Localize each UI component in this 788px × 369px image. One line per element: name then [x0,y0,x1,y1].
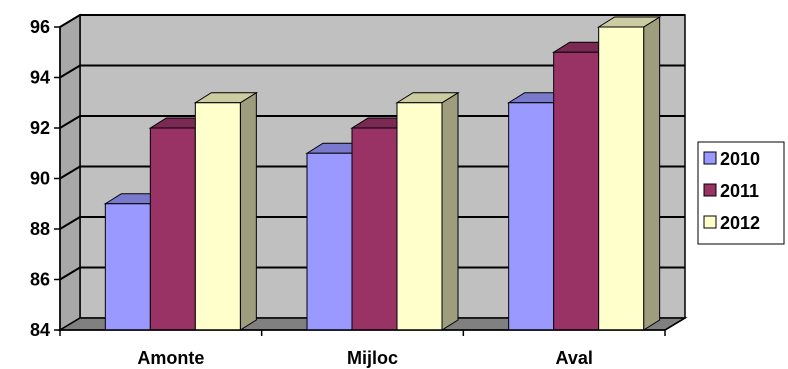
bar [395,91,460,331]
bar-front [306,152,353,331]
bar-front [194,102,241,331]
y-tick-label: 96 [30,17,50,37]
legend-label: 2010 [720,149,760,169]
y-axis: 84 86 88 90 92 94 96 [30,17,61,340]
gridline [59,64,685,79]
legend: 2010 2011 2012 [697,141,785,245]
bar-front [351,127,398,331]
bar-side [239,91,257,331]
bar [596,16,662,331]
legend-swatch [703,151,717,165]
x-tick-label: Aval [555,348,592,368]
legend-swatch [703,215,717,229]
x-axis: Amonte Mijloc Aval [59,317,686,368]
y-tick-label: 90 [30,169,50,189]
y-tick-label: 92 [30,118,50,138]
gridline [59,165,685,180]
legend-label: 2012 [720,213,760,233]
bar-side [643,16,661,331]
x-tick-label: Mijloc [347,348,398,368]
gridlines [59,14,685,281]
y-tick-label: 84 [30,320,50,340]
bar-front [104,203,151,331]
gridline [59,14,685,28]
y-tick-label: 88 [30,219,50,239]
x-tick-label: Amonte [137,348,204,368]
y-tick-label: 86 [30,270,50,290]
bar-side [441,91,459,331]
floor-edge [664,317,686,331]
bar [193,91,259,331]
bar-front [396,102,443,331]
gridline [59,115,685,129]
gridline [59,266,685,281]
bar-front [598,26,645,331]
y-tick-label: 94 [30,68,50,88]
legend-label: 2011 [720,181,759,201]
gridline [59,216,685,230]
bar-front [149,127,196,331]
bar-front [553,51,600,331]
bars [103,16,662,331]
legend-swatch [703,183,717,197]
bar-front [508,102,555,331]
